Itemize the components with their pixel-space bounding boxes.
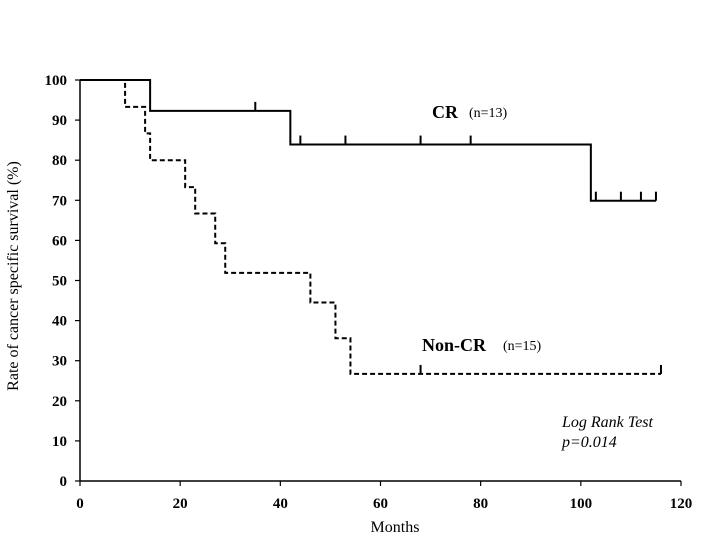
x-tick-label: 120 [670, 496, 693, 512]
y-tick-label: 100 [45, 73, 68, 89]
y-tick-label: 90 [52, 113, 67, 129]
y-axis-title: Rate of cancer specific survival (%) [5, 161, 22, 391]
ticks: 0 10 20 30 40 50 60 70 80 90 100 0 20 40 60 80 100 120 [45, 73, 693, 512]
y-tick-label: 30 [52, 354, 67, 370]
survival-curves [80, 79, 661, 375]
x-tick-label: 20 [173, 496, 188, 512]
x-tick-label: 0 [76, 496, 84, 512]
x-tick-label: 60 [373, 496, 388, 512]
series-line-cr [80, 79, 656, 202]
series-n-non-cr: (n=15) [503, 339, 542, 354]
censor-marks [254, 101, 662, 374]
log-rank-test-note: Log Rank Test [561, 414, 654, 431]
x-tick-label: 40 [273, 496, 288, 512]
x-tick-label: 80 [473, 496, 488, 512]
x-axis-title: Months [371, 519, 420, 536]
y-tick-label: 80 [52, 153, 67, 169]
y-tick-label: 60 [52, 233, 67, 249]
series-line-non-cr [80, 79, 661, 375]
y-tick-label: 40 [52, 314, 67, 330]
series-n-cr: (n=13) [469, 106, 508, 121]
x-tick-label: 100 [570, 496, 593, 512]
p-value-note: p=0.014 [561, 434, 617, 451]
y-tick-label: 20 [52, 394, 67, 410]
y-tick-label: 10 [52, 434, 67, 450]
y-tick-label: 70 [52, 193, 67, 209]
y-tick-label: 50 [52, 274, 67, 290]
y-tick-label: 0 [60, 474, 68, 490]
series-label-non-cr: Non-CR [422, 335, 487, 355]
series-label-cr: CR [432, 102, 459, 122]
